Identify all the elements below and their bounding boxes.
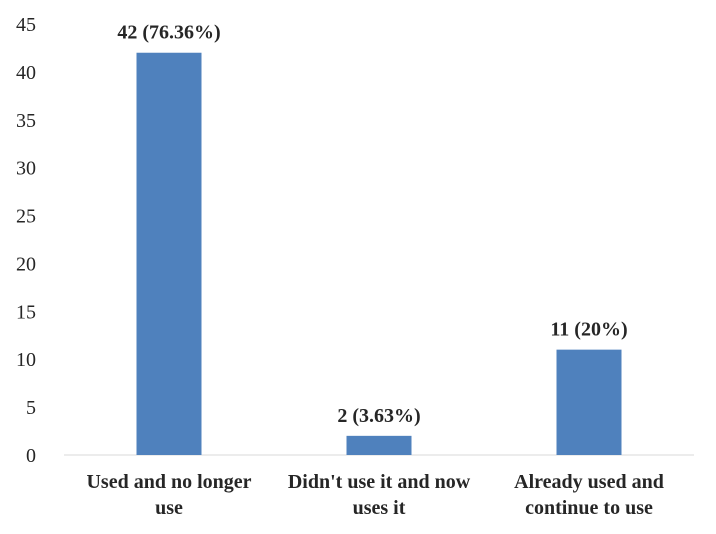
y-tick-label: 45	[16, 14, 36, 36]
y-tick-label: 10	[16, 349, 36, 371]
y-tick-label: 5	[26, 397, 36, 419]
category-label: Didn't use it and now uses it	[288, 471, 471, 519]
y-tick-label: 20	[16, 253, 36, 275]
category-label-line: continue to use	[525, 497, 653, 519]
y-tick-label: 25	[16, 206, 36, 228]
y-tick-label: 0	[26, 445, 36, 467]
bar	[346, 435, 412, 455]
y-axis: 0 5 10 15 20 25 30 35 40 45	[16, 14, 36, 467]
y-tick-label: 30	[16, 158, 36, 180]
data-labels: 42 (76.36%) 2 (3.63%) 11 (20%)	[117, 22, 627, 427]
data-label: 11 (20%)	[550, 319, 627, 341]
data-label: 2 (3.63%)	[337, 405, 420, 427]
category-label-line: Used and no longer	[86, 471, 251, 493]
data-label: 42 (76.36%)	[117, 22, 220, 44]
category-label-line: use	[155, 497, 183, 519]
y-tick-label: 40	[16, 62, 36, 84]
bar	[136, 52, 202, 455]
category-label-line: uses it	[353, 497, 406, 519]
y-tick-label: 35	[16, 110, 36, 132]
bars	[136, 52, 622, 455]
category-label: Used and no longer use	[86, 471, 251, 519]
x-axis-categories: Used and no longer use Didn't use it and n…	[86, 471, 663, 519]
bar	[556, 349, 622, 455]
category-label-line: Already used and	[514, 471, 664, 493]
category-label: Already used and continue to use	[514, 471, 664, 519]
category-label-line: Didn't use it and now	[288, 471, 471, 493]
y-tick-label: 15	[16, 301, 36, 323]
